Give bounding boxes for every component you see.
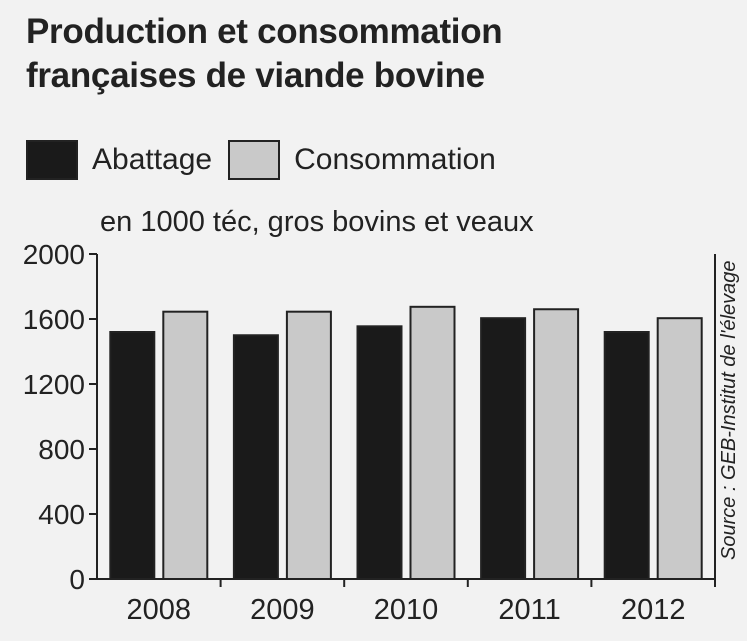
legend-label-abattage: Abattage <box>92 143 213 176</box>
legend-swatch-consommation <box>228 140 281 180</box>
y-tick-label: 2000 <box>23 239 85 270</box>
bar-consommation-2011 <box>533 308 580 580</box>
x-tick-label: 2010 <box>374 594 439 626</box>
chart-subtitle: en 1000 téc, gros bovins et veaux <box>100 206 534 238</box>
y-tick-label: 0 <box>69 564 85 595</box>
legend-swatch-abattage <box>26 140 78 180</box>
bar-abattage-2009 <box>232 334 279 580</box>
bar-abattage-2011 <box>480 317 527 580</box>
legend: Abattage Consommation <box>26 140 512 180</box>
y-tick-label: 1600 <box>23 304 85 335</box>
x-tick-label: 2011 <box>498 594 560 626</box>
chart-title: Production et consommation françaises de… <box>26 10 726 98</box>
x-tick-label: 2008 <box>127 594 192 626</box>
chart-title-line-2: françaises de viande bovine <box>26 56 485 95</box>
chart-title-line-1: Production et consommation <box>26 12 503 51</box>
legend-label-consommation: Consommation <box>294 143 496 176</box>
x-tick-label: 2012 <box>621 594 686 626</box>
y-tick-label: 800 <box>38 434 85 465</box>
x-tick-label: 2009 <box>250 594 315 626</box>
bar-consommation-2012 <box>656 317 703 580</box>
y-tick-label: 400 <box>38 499 85 530</box>
bar-consommation-2009 <box>285 310 332 580</box>
y-tick-label: 1200 <box>23 369 85 400</box>
bar-consommation-2010 <box>409 305 456 580</box>
bar-abattage-2010 <box>356 325 403 580</box>
bar-abattage-2008 <box>109 331 156 580</box>
bar-abattage-2012 <box>603 331 650 580</box>
bar-consommation-2008 <box>162 310 209 580</box>
